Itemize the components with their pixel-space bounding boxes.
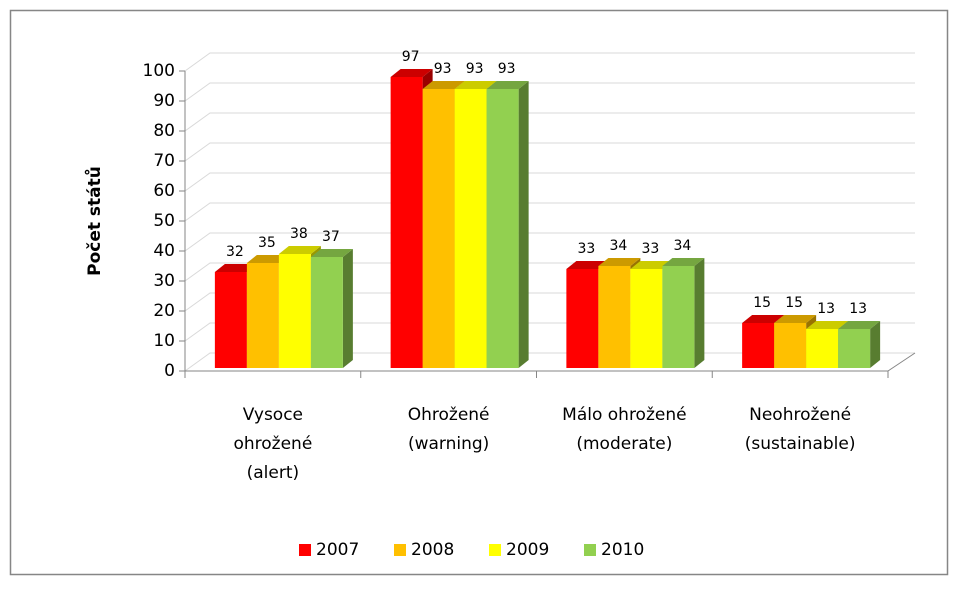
bar xyxy=(278,254,311,368)
data-label: 34 xyxy=(673,238,691,254)
bar-top xyxy=(214,264,257,272)
grid-line xyxy=(184,142,915,162)
data-label: 93 xyxy=(434,61,452,77)
bar-top xyxy=(774,315,817,323)
y-tick-label: 90 xyxy=(153,91,175,111)
y-tick-label: 100 xyxy=(143,61,175,81)
grid-line xyxy=(184,232,915,252)
y-tick-label: 10 xyxy=(153,331,175,351)
bar xyxy=(630,269,663,368)
data-label: 93 xyxy=(466,61,484,77)
x-tick-label: Málo ohrožené xyxy=(562,405,686,425)
bar xyxy=(486,89,519,368)
x-tick-label: (alert) xyxy=(247,463,300,483)
legend-label: 2010 xyxy=(601,540,644,560)
legend-swatch xyxy=(584,544,596,556)
data-label: 33 xyxy=(577,241,595,257)
grid-line xyxy=(184,202,915,222)
bar xyxy=(838,329,871,368)
bar-top xyxy=(246,255,289,263)
data-label: 15 xyxy=(753,295,771,311)
bar-top xyxy=(742,315,785,323)
bar-side xyxy=(342,249,353,368)
y-tick-label: 80 xyxy=(153,121,175,141)
legend-swatch xyxy=(299,544,311,556)
data-label: 93 xyxy=(498,61,516,77)
y-tick-label: 20 xyxy=(153,301,175,321)
data-label: 13 xyxy=(849,301,867,317)
y-tick-label: 30 xyxy=(153,271,175,291)
bar xyxy=(390,77,423,368)
y-tick-label: 0 xyxy=(164,361,175,381)
x-tick-label: (warning) xyxy=(408,434,489,454)
bar-top xyxy=(310,249,353,257)
bar xyxy=(310,257,343,368)
y-tick-label: 70 xyxy=(153,151,175,171)
bar-top xyxy=(422,81,465,89)
bar-top xyxy=(566,261,609,269)
data-label: 38 xyxy=(290,226,308,242)
y-axis-label: Počet států xyxy=(83,166,105,276)
bar xyxy=(454,89,487,368)
data-label: 35 xyxy=(258,235,276,251)
y-tick-label: 60 xyxy=(153,181,175,201)
bar xyxy=(742,323,775,368)
bar-top xyxy=(486,81,529,89)
data-label: 32 xyxy=(226,244,244,260)
bar-top xyxy=(806,321,849,329)
legend-swatch xyxy=(394,544,406,556)
y-tick-label: 40 xyxy=(153,241,175,261)
bar-top xyxy=(598,258,641,266)
data-label: 37 xyxy=(322,229,340,245)
bar-top xyxy=(838,321,881,329)
grid-line xyxy=(184,52,915,72)
bar-side xyxy=(518,81,529,368)
bar-top xyxy=(662,258,705,266)
bar xyxy=(214,272,247,368)
bar xyxy=(598,266,631,368)
x-tick-label: Ohrožené xyxy=(408,405,490,425)
x-tick-label: ohrožené xyxy=(233,434,312,454)
data-label: 13 xyxy=(817,301,835,317)
legend-label: 2007 xyxy=(316,540,359,560)
bar xyxy=(246,263,279,368)
x-tick-label: (sustainable) xyxy=(745,434,856,454)
bar-top xyxy=(630,261,673,269)
x-tick-label: Neohrožené xyxy=(749,405,851,425)
x-tick-label: Vysoce xyxy=(243,405,303,425)
bar-side xyxy=(870,321,881,368)
legend-label: 2009 xyxy=(506,540,549,560)
data-label: 34 xyxy=(609,238,627,254)
data-label: 33 xyxy=(641,241,659,257)
y-tick-label: 50 xyxy=(153,211,175,231)
bar xyxy=(806,329,839,368)
bar xyxy=(566,269,599,368)
bar xyxy=(422,89,455,368)
bar-top xyxy=(278,246,321,254)
data-label: 15 xyxy=(785,295,803,311)
data-label: 97 xyxy=(402,49,420,65)
bar xyxy=(662,266,695,368)
legend-swatch xyxy=(489,544,501,556)
bar xyxy=(774,323,807,368)
grid-line xyxy=(184,112,915,132)
x-tick-label: (moderate) xyxy=(576,434,672,454)
bar-side xyxy=(694,258,705,368)
grid-line xyxy=(184,172,915,192)
bar-top xyxy=(454,81,497,89)
legend-label: 2008 xyxy=(411,540,454,560)
bar-top xyxy=(390,69,433,77)
grid-line xyxy=(184,82,915,102)
